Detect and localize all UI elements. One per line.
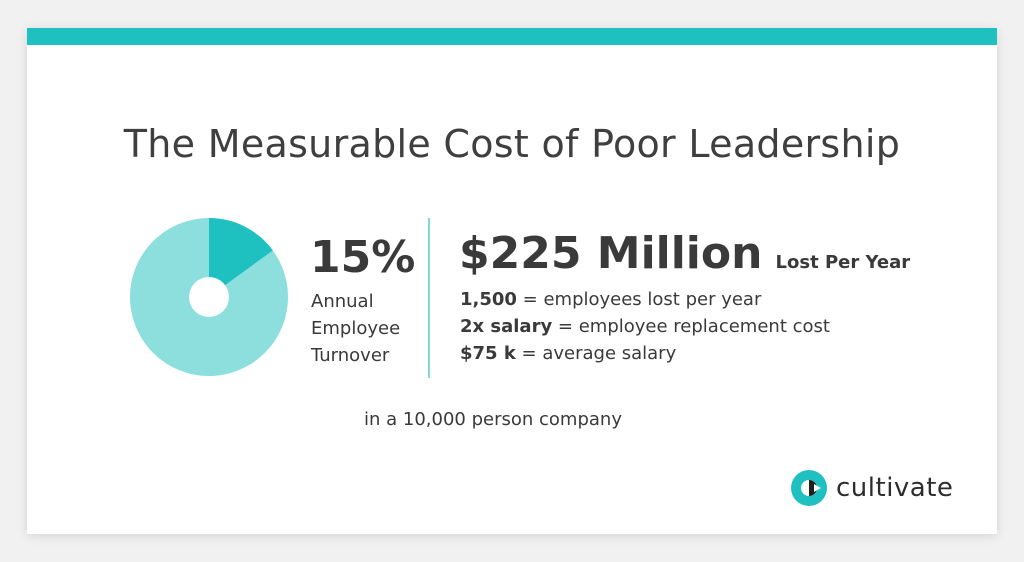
footnote: in a 10,000 person company — [364, 409, 622, 430]
fact-row: 2x salary = employee replacement cost — [460, 313, 830, 340]
fact-row: $75 k = average salary — [460, 340, 830, 367]
cultivate-logo-icon — [791, 470, 827, 506]
logo-text: cultivate — [836, 473, 954, 503]
turnover-label: Annual Employee Turnover — [311, 288, 400, 369]
page-title: The Measurable Cost of Poor Leadership — [123, 122, 901, 166]
pie-slice-turnover — [209, 218, 273, 297]
fact-row: 1,500 = employees lost per year — [460, 286, 830, 313]
divider — [428, 218, 430, 378]
cost-amount: $225 Million — [459, 228, 763, 279]
fact-text: = employees lost per year — [516, 289, 762, 310]
turnover-label-line: Turnover — [311, 345, 390, 366]
turnover-label-line: Annual — [311, 291, 374, 312]
fact-bold: 2x salary — [460, 316, 553, 337]
cost-headline: $225 Million Lost Per Year — [459, 228, 910, 279]
turnover-pie-chart — [130, 218, 288, 376]
fact-bold: $75 k — [460, 343, 516, 364]
cultivate-logo: cultivate — [790, 469, 953, 507]
cost-suffix: Lost Per Year — [775, 252, 911, 273]
infographic-card: The Measurable Cost of Poor Leadership 1… — [27, 28, 997, 534]
turnover-label-line: Employee — [311, 318, 401, 339]
fact-bold: 1,500 — [460, 289, 517, 310]
fact-text: = employee replacement cost — [552, 316, 830, 337]
accent-bar — [27, 28, 997, 45]
fact-text: = average salary — [515, 343, 677, 364]
pie-center-hole — [189, 277, 229, 317]
turnover-percent: 15% — [310, 232, 416, 283]
cost-facts: 1,500 = employees lost per year 2x salar… — [460, 286, 830, 367]
